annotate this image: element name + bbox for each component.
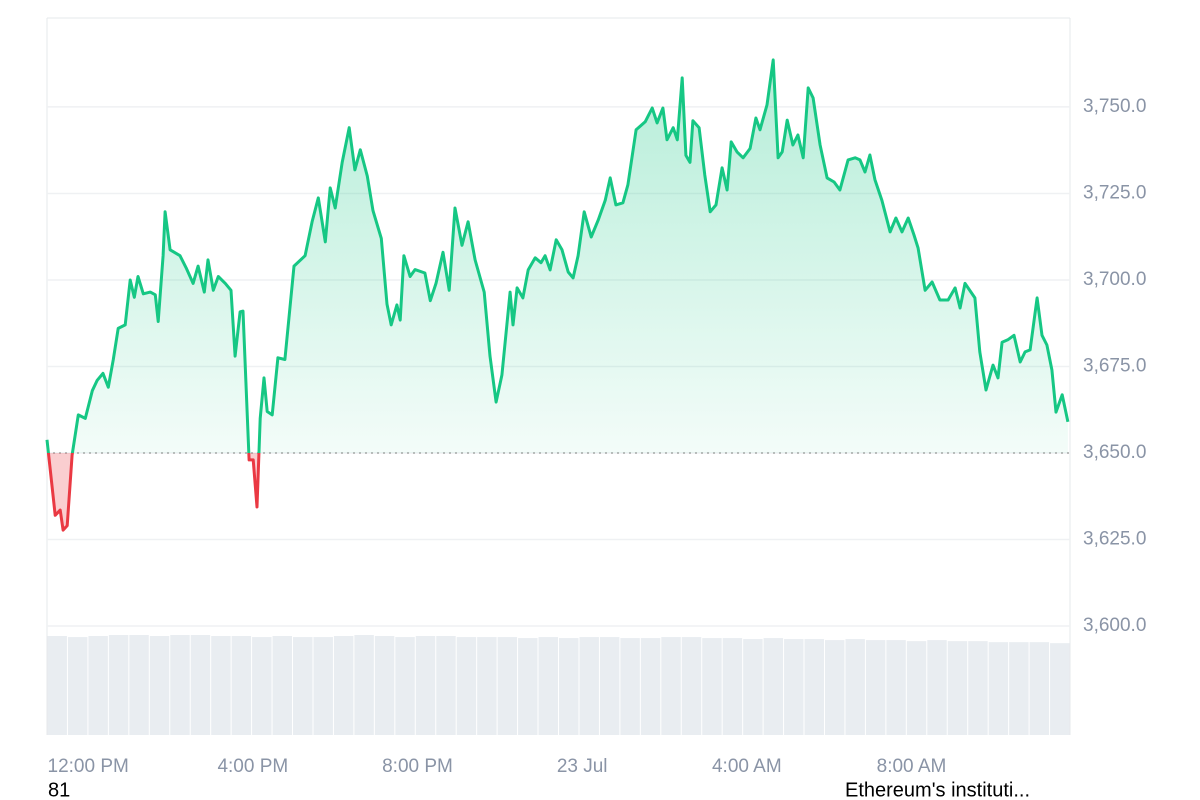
volume-bar [865, 640, 886, 735]
volume-bar [108, 635, 129, 735]
volume-bar [559, 638, 579, 735]
volume-bar [784, 639, 804, 735]
y-tick-label: 3,650.0 [1083, 442, 1146, 463]
x-tick-label: 8:00 PM [382, 756, 453, 777]
y-tick-label: 3,625.0 [1083, 529, 1146, 550]
volume-bar [988, 642, 1009, 735]
volume-bar [681, 637, 702, 735]
volume-bar [968, 641, 988, 735]
volume-bar [333, 636, 354, 735]
volume-bar [436, 636, 456, 735]
volume-bar [640, 638, 661, 735]
volume-bar [804, 639, 824, 735]
volume-bar [88, 636, 108, 735]
volume-bar [354, 635, 374, 735]
volume-bar [906, 641, 927, 735]
volume-bar [763, 638, 784, 735]
volume-bar [538, 637, 558, 735]
volume-bar [67, 637, 88, 735]
y-tick-label: 3,725.0 [1083, 182, 1146, 203]
volume-bar [47, 636, 67, 735]
annotation: 81 [48, 779, 70, 800]
volume-bar [374, 636, 395, 735]
x-tick-label: 4:00 PM [217, 756, 288, 777]
y-tick-label: 3,600.0 [1083, 615, 1146, 636]
volume-bar [129, 635, 149, 735]
price-area [47, 59, 1068, 531]
volume-bar [190, 635, 211, 735]
volume-bar [252, 637, 272, 735]
volume-bar [722, 638, 743, 735]
y-tick-label: 3,700.0 [1083, 269, 1146, 290]
x-tick-label: 12:00 PM [48, 756, 129, 777]
x-tick-label: 4:00 AM [712, 756, 782, 777]
volume-bar [845, 639, 865, 735]
volume-bar [415, 636, 436, 735]
volume-bar [1050, 643, 1070, 735]
volume-bar [395, 637, 415, 735]
volume-bar [477, 637, 497, 735]
volume-bar [497, 637, 518, 735]
volume-bar [518, 638, 538, 735]
volume-bar [456, 637, 477, 735]
volume-bar [1009, 642, 1029, 735]
volume-bar [743, 639, 763, 735]
volume-bar [620, 638, 640, 735]
volume-bar [579, 637, 599, 735]
volume-bar [599, 637, 620, 735]
volume-bar [293, 637, 313, 735]
volume-bar [211, 636, 231, 735]
volume-bar [824, 640, 845, 735]
price-line [45, 58, 1070, 532]
volume-bar [947, 641, 968, 735]
y-tick-label: 3,750.0 [1083, 96, 1146, 117]
volume-bar [702, 638, 722, 735]
annotation: Ethereum's instituti... [845, 779, 1030, 800]
volume-bar [231, 636, 252, 735]
volume-bar [927, 640, 947, 735]
volume-bar [272, 636, 293, 735]
volume-bar [886, 640, 906, 735]
x-tick-label: 23 Jul [557, 756, 608, 777]
volume-bar [170, 635, 190, 735]
x-tick-label: 8:00 AM [877, 756, 947, 777]
y-tick-label: 3,675.0 [1083, 355, 1146, 376]
volume-bar [149, 636, 170, 735]
volume-bar [1029, 642, 1050, 735]
volume-bar [313, 637, 333, 735]
volume-bar [661, 637, 681, 735]
